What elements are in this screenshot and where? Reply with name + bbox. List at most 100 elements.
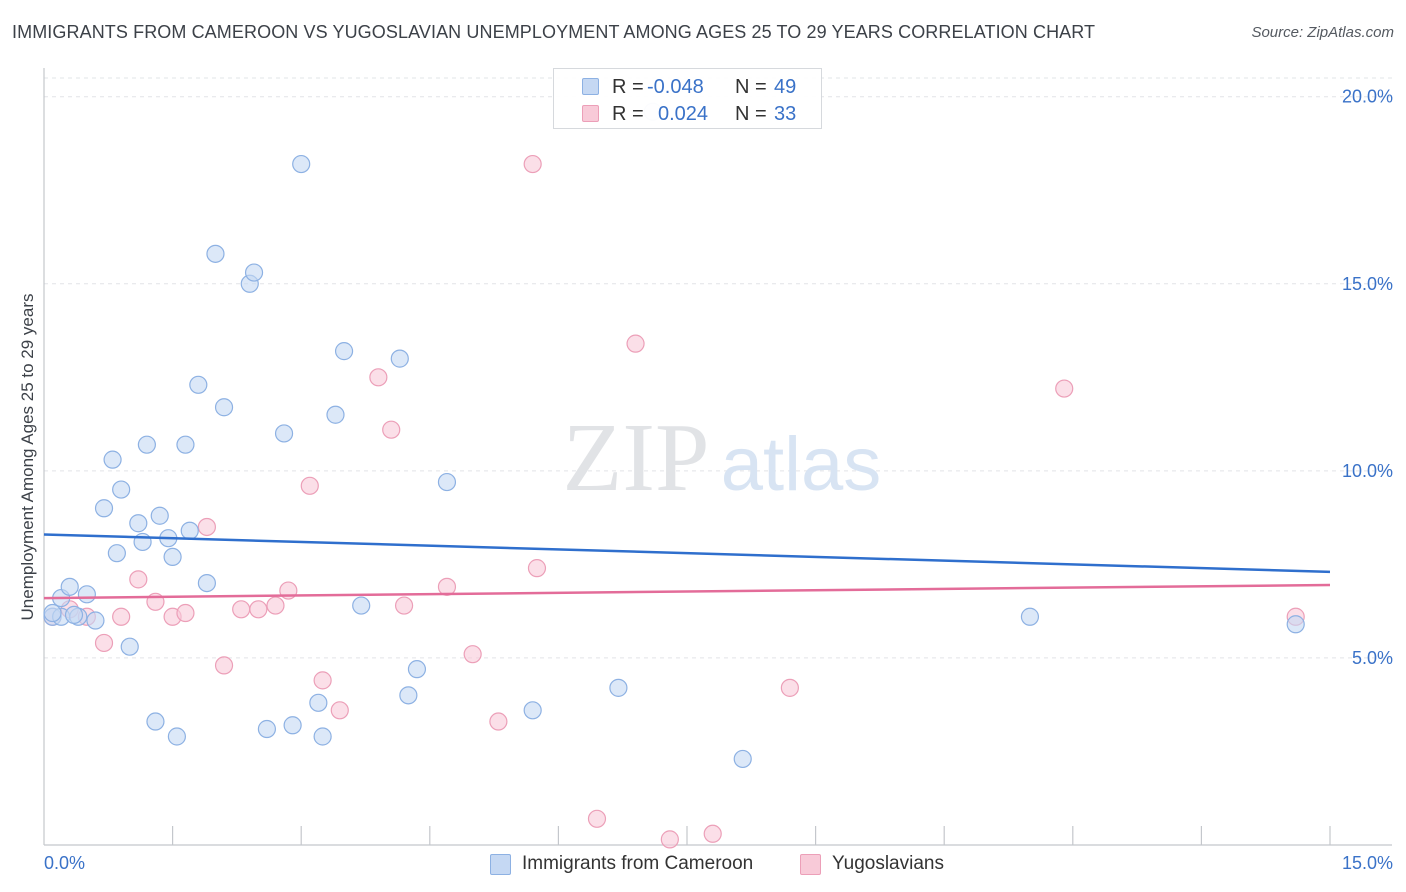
cameroon-point	[609, 678, 628, 697]
source-label: Source: ZipAtlas.com	[1251, 24, 1394, 41]
cameroon-point	[244, 263, 264, 282]
r-value: -0.048	[647, 76, 704, 98]
cameroon-point	[189, 375, 208, 394]
n-value: 33	[774, 103, 797, 125]
cameroon-swatch	[490, 854, 511, 875]
legend-label: Yugoslavians	[832, 853, 944, 874]
yugoslavian-point	[129, 570, 148, 589]
cameroon-point	[437, 472, 457, 492]
n-label: N =	[735, 76, 767, 98]
yugoslavian-point	[587, 809, 607, 828]
yugoslavian-point	[382, 420, 401, 439]
cameroon-point	[176, 435, 195, 454]
r-label: R =	[612, 103, 644, 125]
cameroon-point	[313, 727, 332, 746]
r-label: R =	[612, 76, 644, 98]
yugoslavians-swatch	[582, 105, 599, 122]
yugoslavians-swatch	[800, 854, 821, 875]
cameroon-point	[274, 424, 294, 443]
y-tick-label: 5.0%	[1352, 648, 1393, 668]
yugoslavian-point	[463, 645, 482, 664]
trend-lines	[43, 533, 1331, 600]
tick-labels: 5.0% 10.0% 15.0% 20.0% 0.0% 15.0%	[44, 87, 1393, 873]
cameroon-point	[197, 573, 216, 593]
n-value: 49	[774, 76, 797, 98]
cameroon-point	[1020, 607, 1040, 626]
cameroon-point	[326, 405, 345, 424]
yugoslavian-point	[300, 476, 319, 495]
stats-row-cameroon: R = -0.048 N = 49	[554, 75, 821, 101]
cameroon-point	[407, 660, 427, 679]
yugoslavian-point	[394, 596, 414, 615]
stats-legend: R = -0.048 N = 49 R = 0.024 N = 33	[553, 68, 822, 129]
cameroon-point	[129, 514, 148, 533]
grid-lines	[44, 77, 1392, 659]
yugoslavian-point	[330, 701, 349, 720]
y-tick-label: 10.0%	[1342, 461, 1393, 481]
cameroon-point	[107, 544, 126, 563]
cameroon-point	[120, 637, 139, 656]
yugoslavian-point	[232, 600, 251, 619]
cameroon-point	[214, 398, 234, 417]
cameroon-point	[86, 611, 105, 630]
yugoslavian-point	[197, 517, 216, 537]
cameroon-point	[292, 154, 311, 174]
cameroon-point	[112, 480, 131, 499]
cameroon-point	[103, 450, 122, 469]
cameroon-point	[167, 727, 186, 746]
yugoslavian-point	[369, 368, 388, 387]
cameroon-point	[523, 701, 542, 720]
yugoslavian-point	[523, 154, 542, 174]
watermark-atlas: atlas	[721, 422, 882, 507]
yugoslavian-point	[489, 712, 508, 731]
cameroon-point	[399, 686, 418, 705]
trend-line-yugoslavians	[43, 583, 1331, 600]
y-tick-label: 20.0%	[1342, 87, 1393, 107]
cameroon-point	[390, 349, 409, 368]
cameroon-point	[733, 749, 752, 769]
watermark: ZIP atlas	[563, 404, 882, 512]
r-value: 0.024	[658, 103, 709, 125]
cameroon-swatch	[582, 78, 599, 95]
x-tick-label-max: 15.0%	[1342, 853, 1393, 873]
yugoslavian-point	[660, 830, 679, 849]
y-tick-label: 15.0%	[1342, 274, 1393, 294]
cameroon-point	[334, 342, 354, 361]
yugoslavian-point	[703, 824, 722, 843]
cameroon-point	[206, 244, 225, 263]
watermark-zip: ZIP	[563, 404, 710, 512]
cameroon-point	[257, 719, 277, 739]
cameroon-point	[163, 547, 182, 567]
cameroon-point	[352, 596, 371, 615]
yugoslavian-point	[94, 633, 114, 653]
yugoslavian-point	[112, 607, 131, 626]
legend-label: Immigrants from Cameroon	[522, 853, 754, 874]
stats-row-yugoslavians: R = 0.024 N = 33	[554, 102, 821, 128]
yugoslavian-point	[249, 600, 268, 619]
cameroon-point	[77, 585, 96, 604]
cameroon-point	[180, 521, 199, 540]
axes	[43, 68, 1392, 846]
cameroon-point	[309, 693, 328, 712]
yugoslavian-point	[214, 656, 234, 675]
cameroon-point	[150, 506, 169, 525]
yugoslavian-point	[437, 577, 457, 596]
trend-line-cameroon	[43, 533, 1331, 574]
yugoslavian-point	[527, 559, 547, 578]
data-points	[43, 102, 1305, 849]
cameroon-point	[60, 577, 79, 596]
cameroon-point	[137, 435, 156, 454]
cameroon-point	[283, 716, 302, 735]
yugoslavian-point	[1055, 379, 1074, 398]
chart-title: IMMIGRANTS FROM CAMEROON VS YUGOSLAVIAN …	[12, 22, 1096, 42]
yugoslavian-point	[176, 603, 195, 623]
yugoslavian-point	[266, 596, 285, 615]
n-label: N =	[735, 103, 767, 125]
cameroon-point	[146, 712, 165, 731]
x-tick-label-min: 0.0%	[44, 853, 85, 873]
yugoslavian-point	[780, 678, 799, 697]
cameroon-point	[1286, 615, 1305, 634]
cameroon-point	[94, 499, 114, 518]
yugoslavian-point	[313, 671, 332, 690]
